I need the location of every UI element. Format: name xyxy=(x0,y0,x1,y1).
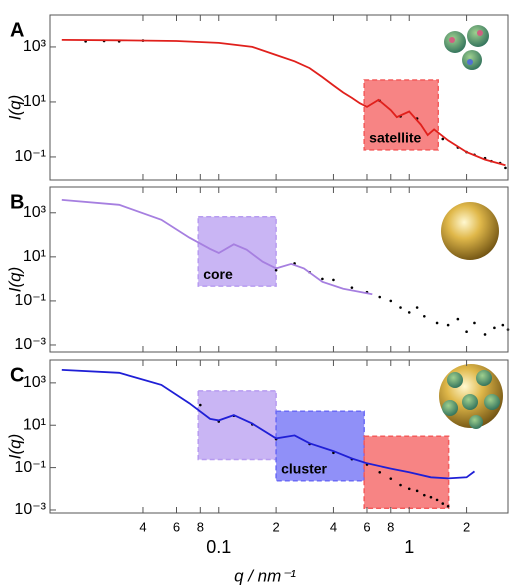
x-tick-label: 2 xyxy=(463,519,470,534)
icon-satellites xyxy=(444,25,489,70)
data-point xyxy=(423,493,426,497)
y-axis-title: I(q) xyxy=(5,267,24,293)
plot-frame xyxy=(49,359,509,514)
panel: satellite 10³ 10¹ 10⁻¹ I(q) A xyxy=(5,14,509,181)
x-tick-label: 8 xyxy=(197,519,204,534)
data-point xyxy=(429,495,433,499)
panel-label: C xyxy=(10,364,24,386)
box-label: core xyxy=(203,266,233,282)
data-line xyxy=(61,369,476,480)
data-point xyxy=(465,330,468,334)
x-tick-label: 0.1 xyxy=(206,537,231,557)
data-point xyxy=(407,487,411,491)
y-tick-label: 10⁻³ xyxy=(14,336,46,353)
y-tick-label: 10⁻¹ xyxy=(14,292,46,309)
data-point xyxy=(473,321,476,325)
highlight-box xyxy=(197,390,277,461)
data-point xyxy=(493,326,496,330)
data-point xyxy=(501,323,505,327)
data-point xyxy=(378,295,382,299)
data-point xyxy=(199,403,202,407)
data-point xyxy=(399,306,402,309)
data-point xyxy=(456,317,460,321)
data-point xyxy=(321,277,324,281)
plot-frame xyxy=(49,186,509,353)
panel-label: A xyxy=(10,19,24,41)
x-tick-label: 4 xyxy=(330,519,337,534)
data-point xyxy=(441,502,445,505)
x-tick-label: 6 xyxy=(363,519,370,534)
data-point xyxy=(435,498,439,502)
data-point xyxy=(504,166,507,170)
data-point xyxy=(415,489,419,493)
y-axis-title: I(q) xyxy=(5,95,24,121)
data-point xyxy=(446,504,450,508)
data-point xyxy=(441,137,445,141)
data-point xyxy=(389,299,393,303)
icon-cluster xyxy=(439,364,503,429)
y-tick-label: 10¹ xyxy=(23,93,46,110)
data-point xyxy=(389,477,393,480)
y-tick-label: 10³ xyxy=(23,204,47,221)
y-tick-label: 10¹ xyxy=(23,248,46,265)
data-point xyxy=(483,333,487,336)
icon-core xyxy=(441,202,499,260)
x-tick-label: 1 xyxy=(404,537,414,557)
x-tick-label: 2 xyxy=(272,519,279,534)
y-tick-label: 10³ xyxy=(23,38,47,55)
y-tick-label: 10⁻¹ xyxy=(14,148,46,165)
data-point xyxy=(415,306,419,309)
plot-frame xyxy=(49,14,509,181)
box-label: satellite xyxy=(369,130,421,146)
panel-label: B xyxy=(10,191,24,213)
y-tick-label: 10⁻¹ xyxy=(14,459,46,476)
data-point xyxy=(435,321,439,325)
panel: core 10³ 10¹ 10⁻¹ 10⁻³ I(q) B xyxy=(5,186,510,353)
data-point xyxy=(446,323,450,327)
data-point xyxy=(332,278,335,282)
y-axis-title: I(q) xyxy=(5,434,24,460)
data-point xyxy=(399,483,402,487)
highlight-box xyxy=(197,216,277,287)
y-tick-label: 10³ xyxy=(23,374,47,391)
x-tick-label: 4 xyxy=(139,519,146,534)
data-point xyxy=(378,471,382,474)
data-point xyxy=(423,315,426,318)
data-point xyxy=(274,268,278,272)
data-point xyxy=(407,311,411,314)
data-line xyxy=(61,39,506,167)
x-tick-label: 6 xyxy=(173,519,180,534)
x-axis-title: q / nm⁻¹ xyxy=(234,566,296,585)
data-point xyxy=(350,286,354,289)
box-label: cluster xyxy=(281,460,327,476)
data-line xyxy=(61,199,373,296)
y-tick-label: 10¹ xyxy=(23,416,46,433)
x-tick-label: 8 xyxy=(387,519,394,534)
y-tick-label: 10⁻³ xyxy=(14,501,46,518)
